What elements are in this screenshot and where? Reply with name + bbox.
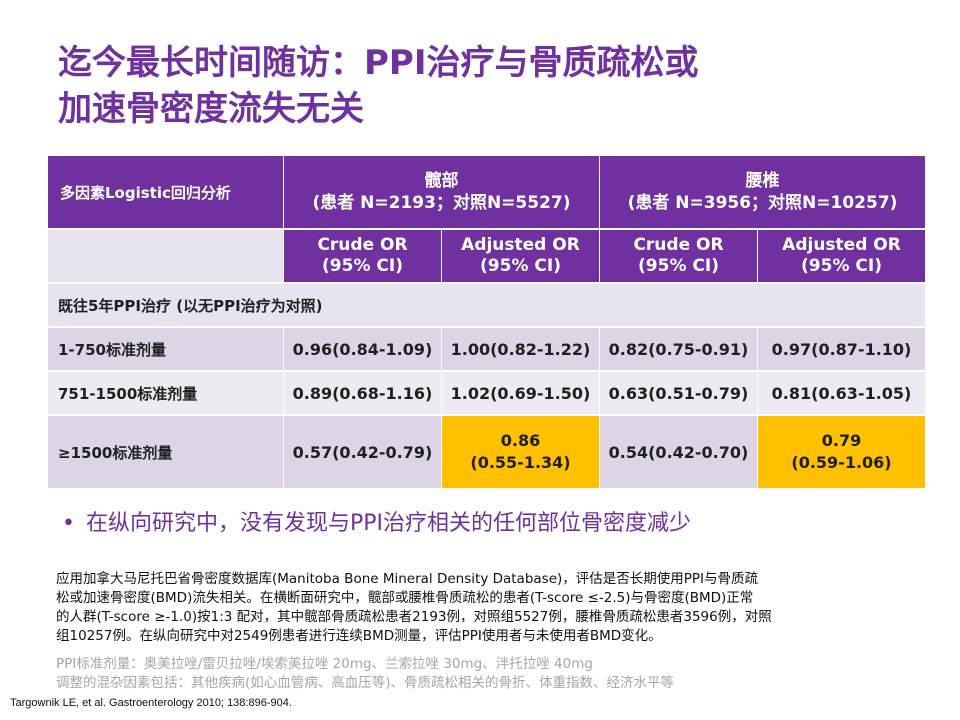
- column-header-line2: (95% CI): [480, 256, 561, 276]
- table-cell: 0.63(0.51-0.79): [600, 372, 758, 416]
- section-label: 既往5年PPI治疗 (以无PPI治疗为对照): [48, 284, 927, 328]
- group-header-spine: 腰椎 (患者 N=3956；对照N=10257): [600, 156, 927, 230]
- group-name: 髋部: [424, 171, 459, 191]
- group-header-hip: 髋部 (患者 N=2193；对照N=5527): [284, 156, 600, 230]
- table-header-row: 多因素Logistic回归分析 髋部 (患者 N=2193；对照N=5527) …: [48, 156, 927, 230]
- table-row: 1-750标准剂量 0.96(0.84-1.09) 1.00(0.82-1.22…: [48, 328, 927, 372]
- note-line: 的人群(T-score ≥-1.0)按1:3 配对，其中髋部骨质疏松患者2193…: [56, 609, 772, 625]
- column-header-line2: (95% CI): [638, 256, 719, 276]
- confidence-interval: (0.55-1.34): [470, 453, 571, 472]
- confounders-note: 调整的混杂因素包括：其他疾病(如心血管病、高血压等)、骨质疏松相关的骨折、体重指…: [56, 675, 675, 691]
- highlighted-cell: 0.86 (0.55-1.34): [442, 416, 600, 490]
- row-label: 751-1500标准剂量: [48, 372, 284, 416]
- table-cell: 0.96(0.84-1.09): [284, 328, 442, 372]
- bullet-text: 在纵向研究中，没有发现与PPI治疗相关的任何部位骨密度减少: [86, 511, 692, 536]
- odds-ratio-table: 多因素Logistic回归分析 髋部 (患者 N=2193；对照N=5527) …: [48, 156, 927, 490]
- column-header-row: Crude OR (95% CI) Adjusted OR (95% CI) Cru…: [48, 230, 927, 284]
- column-header-line1: Crude OR: [633, 235, 724, 255]
- column-header: Crude OR (95% CI): [284, 230, 442, 284]
- column-header-line1: Crude OR: [317, 235, 408, 255]
- study-description: 应用加拿大马尼托巴省骨密度数据库(Manitoba Bone Mineral D…: [56, 570, 896, 646]
- table-cell: 1.00(0.82-1.22): [442, 328, 600, 372]
- row-label: 1-750标准剂量: [48, 328, 284, 372]
- column-header: Crude OR (95% CI): [600, 230, 758, 284]
- title-line-2: 加速骨密度流失无关: [58, 89, 364, 129]
- group-name: 腰椎: [745, 171, 780, 191]
- slide-title: 迄今最长时间随访：PPI治疗与骨质疏松或 加速骨密度流失无关: [58, 40, 918, 132]
- note-line: 松或加速骨密度(BMD)流失相关。在横断面研究中，髋部或腰椎骨质疏松的患者(T-…: [56, 590, 754, 606]
- title-line-1: 迄今最长时间随访：PPI治疗与骨质疏松或: [58, 43, 699, 83]
- note-line: 应用加拿大马尼托巴省骨密度数据库(Manitoba Bone Mineral D…: [56, 571, 759, 587]
- blank-cell: [48, 230, 284, 284]
- confidence-interval: (0.59-1.06): [791, 453, 892, 472]
- column-header-line2: (95% CI): [322, 256, 403, 276]
- table-row: ≥1500标准剂量 0.57(0.42-0.79) 0.86 (0.55-1.3…: [48, 416, 927, 490]
- column-header-line1: Adjusted OR: [782, 235, 901, 255]
- table-cell: 0.81(0.63-1.05): [758, 372, 927, 416]
- table-cell: 1.02(0.69-1.50): [442, 372, 600, 416]
- column-header-line1: Adjusted OR: [461, 235, 580, 255]
- section-row: 既往5年PPI治疗 (以无PPI治疗为对照): [48, 284, 927, 328]
- column-header: Adjusted OR (95% CI): [442, 230, 600, 284]
- row-header-cell: 多因素Logistic回归分析: [48, 156, 284, 230]
- row-label: ≥1500标准剂量: [48, 416, 284, 490]
- group-sub: (患者 N=3956；对照N=10257): [627, 193, 898, 213]
- table-cell: 0.89(0.68-1.16): [284, 372, 442, 416]
- estimate: 0.86: [500, 431, 541, 450]
- note-line: 组10257例。在纵向研究中对2549例患者进行连续BMD测量，评估PPI使用者…: [56, 628, 662, 644]
- estimate: 0.79: [821, 431, 862, 450]
- group-sub: (患者 N=2193；对照N=5527): [312, 193, 571, 213]
- column-header-line2: (95% CI): [801, 256, 882, 276]
- table-row: 751-1500标准剂量 0.89(0.68-1.16) 1.02(0.69-1…: [48, 372, 927, 416]
- key-finding-bullet: • 在纵向研究中，没有发现与PPI治疗相关的任何部位骨密度减少: [62, 505, 691, 537]
- table-cell: 0.57(0.42-0.79): [284, 416, 442, 490]
- column-header: Adjusted OR (95% CI): [758, 230, 927, 284]
- bullet-dot: •: [62, 511, 75, 536]
- citation: Targownik LE, et al. Gastroenterology 20…: [10, 697, 292, 709]
- table-cell: 0.82(0.75-0.91): [600, 328, 758, 372]
- highlighted-cell: 0.79 (0.59-1.06): [758, 416, 927, 490]
- table-cell: 0.97(0.87-1.10): [758, 328, 927, 372]
- table-cell: 0.54(0.42-0.70): [600, 416, 758, 490]
- dose-definition-note: PPI标准剂量：奥美拉唑/雷贝拉唑/埃索美拉唑 20mg、兰索拉唑 30mg、泮…: [56, 656, 593, 672]
